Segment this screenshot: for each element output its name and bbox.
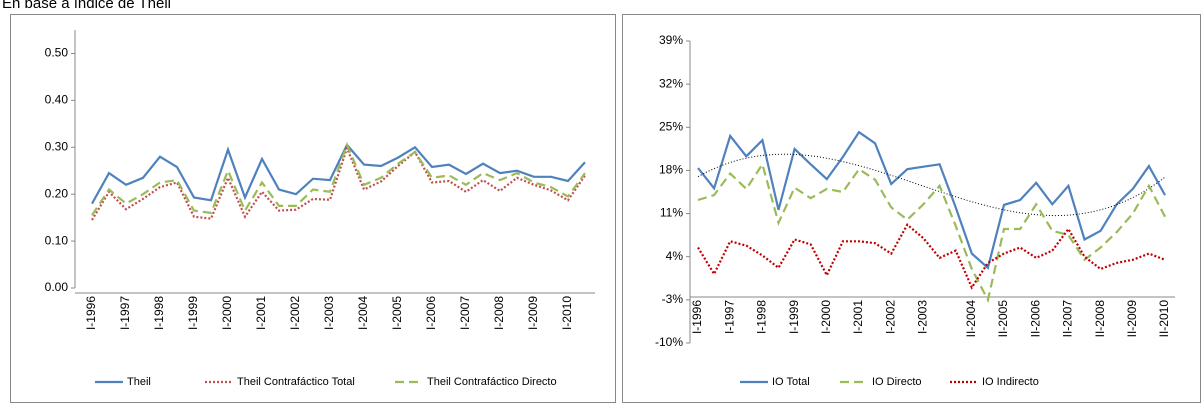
y-tick-label: 0.10 — [45, 233, 69, 247]
series-line — [91, 145, 586, 221]
x-tick-label: II-2007 — [1061, 300, 1075, 338]
x-tick-label: I-1999 — [787, 300, 801, 334]
y-tick-label: 0.50 — [45, 46, 69, 60]
x-tick-label: II-2009 — [1125, 300, 1139, 338]
y-tick-label: 18% — [659, 163, 683, 177]
y-tick-label: 32% — [659, 76, 683, 90]
heading: En base a índice de Theil — [2, 0, 171, 12]
y-tick-label: 11% — [660, 206, 683, 220]
series-line — [697, 130, 1166, 270]
x-tick-label: I-2000 — [220, 296, 234, 330]
series-line — [91, 141, 586, 216]
legend-label: IO Indirecto — [982, 376, 1039, 388]
y-tick-label: -10% — [655, 335, 683, 349]
x-tick-label: I-1997 — [118, 296, 132, 330]
x-tick-label: I-1998 — [755, 300, 769, 334]
x-tick-label: I-2003 — [916, 300, 930, 334]
x-tick-label: I-2003 — [322, 296, 336, 330]
y-tick-label: 0.20 — [45, 186, 69, 200]
x-tick-label: II-2005 — [996, 300, 1010, 338]
x-tick-label: I-2002 — [288, 296, 302, 330]
y-tick-label: 4% — [666, 249, 684, 263]
x-tick-label: II-2010 — [1157, 300, 1171, 338]
trendline — [697, 153, 1166, 217]
y-tick-label: 0.40 — [45, 93, 69, 107]
x-tick-label: I-1996 — [84, 296, 98, 330]
legend-label: Theil — [127, 376, 151, 388]
x-tick-label: I-2005 — [390, 296, 404, 330]
series-line — [91, 142, 586, 205]
x-tick-label: I-2001 — [254, 296, 268, 330]
x-tick-label: I-2000 — [819, 300, 833, 334]
y-tick-label: 0.30 — [45, 139, 69, 153]
y-tick-label: 0.00 — [45, 280, 69, 294]
x-tick-label: I-2001 — [851, 300, 865, 334]
x-tick-label: I-2002 — [883, 300, 897, 334]
y-tick-label: 25% — [659, 119, 683, 133]
x-tick-label: I-2009 — [526, 296, 540, 330]
x-tick-label: I-1996 — [690, 300, 704, 334]
x-tick-label: II-2006 — [1028, 300, 1042, 338]
x-tick-label: I-1998 — [152, 296, 166, 330]
x-tick-label: I-2007 — [458, 296, 472, 330]
x-tick-label: I-2006 — [424, 296, 438, 330]
legend-label: IO Total — [772, 376, 810, 388]
legend-label: IO Directo — [872, 376, 922, 388]
y-tick-label: 39% — [659, 33, 683, 47]
x-tick-label: I-2008 — [492, 296, 506, 330]
legend-label: Theil Contrafáctico Total — [237, 376, 355, 388]
x-tick-label: I-2004 — [356, 296, 370, 330]
y-tick-label: -3% — [662, 292, 684, 306]
x-tick-label: I-1997 — [722, 300, 736, 334]
x-tick-label: II-2004 — [964, 300, 978, 338]
x-tick-label: II-2008 — [1093, 300, 1107, 338]
chart-frame — [10, 14, 616, 403]
x-tick-label: I-2010 — [560, 296, 574, 330]
x-tick-label: I-1999 — [186, 296, 200, 330]
series-line — [697, 161, 1166, 304]
legend-label: Theil Contrafáctico Directo — [427, 376, 557, 388]
